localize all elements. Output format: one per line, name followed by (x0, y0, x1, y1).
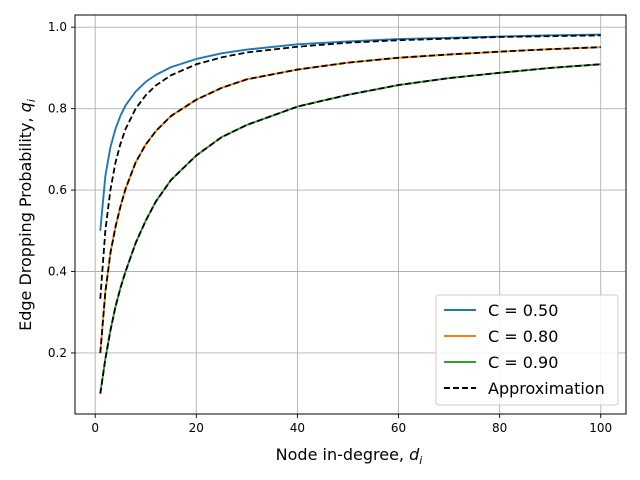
grid (75, 15, 626, 414)
x-axis-label-main: Node in-degree, (276, 445, 409, 464)
x-tick-label: 100 (589, 421, 612, 435)
y-tick-label: 0.8 (48, 102, 67, 116)
legend-label-c090: C = 0.90 (488, 353, 558, 372)
legend: C = 0.50 C = 0.80 C = 0.90 Approximation (435, 294, 619, 406)
legend-box (435, 294, 619, 406)
y-tick-label: 0.4 (48, 265, 67, 279)
legend-label-c050: C = 0.50 (488, 301, 558, 320)
x-tick-label: 0 (91, 421, 99, 435)
y-axis-label-main: Edge Dropping Probability, (16, 112, 35, 331)
x-tick-label: 60 (391, 421, 406, 435)
legend-label-c080: C = 0.80 (488, 327, 558, 346)
legend-label-approximation: Approximation (488, 379, 605, 398)
x-tick-label: 80 (492, 421, 507, 435)
series-line-c-0-50 (99, 33, 601, 231)
x-tick-label: 20 (189, 421, 204, 435)
axis-ticks: 0 20 40 60 80 100 0.2 0.4 0.6 0.8 1.0 (48, 20, 612, 435)
series-line-approximation (99, 63, 601, 394)
y-axis-label-symbol: q (16, 102, 35, 112)
x-axis-label-subscript: i (419, 454, 422, 467)
plot-frame (74, 14, 627, 415)
series-line-approximation (99, 46, 601, 354)
series-line-approximation (99, 34, 601, 299)
x-axis-label: Node in-degree, di (276, 445, 423, 467)
series-lines (99, 33, 601, 394)
y-tick-label: 0.6 (48, 183, 67, 197)
y-axis-label-subscript: i (25, 99, 38, 102)
y-tick-label: 0.2 (48, 346, 67, 360)
y-axis-label: Edge Dropping Probability, qi (16, 99, 38, 331)
x-axis-label-symbol: d (409, 445, 420, 464)
x-tick-label: 40 (290, 421, 305, 435)
y-tick-label: 1.0 (48, 20, 67, 34)
